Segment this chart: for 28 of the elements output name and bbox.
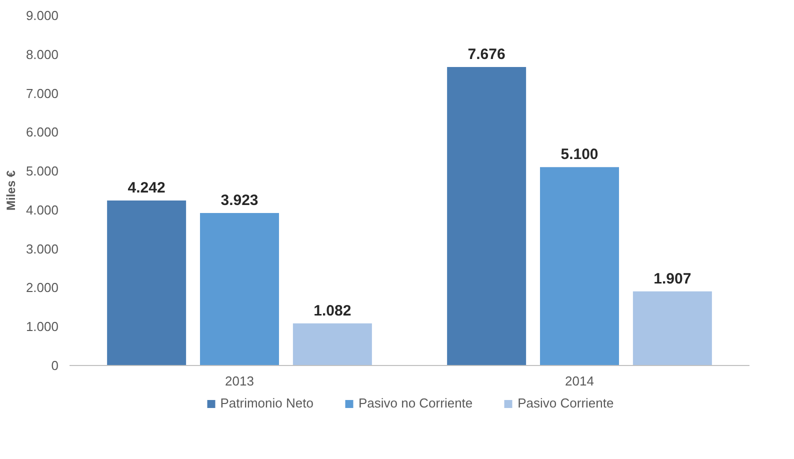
data-label: 1.907 (654, 270, 692, 288)
y-tick-label: 0 (51, 358, 59, 373)
y-tick-label: 1.000 (26, 319, 59, 334)
x-tick-label: 2013 (225, 374, 254, 388)
legend-label: Pasivo no Corriente (358, 396, 473, 410)
y-tick-label: 3.000 (26, 241, 59, 256)
data-label: 1.082 (314, 302, 352, 320)
y-tick-label: 6.000 (26, 124, 59, 140)
data-label: 3.923 (220, 192, 258, 209)
x-tick-label: 2014 (565, 374, 594, 388)
y-axis-title: Miles € (4, 170, 18, 211)
bar (107, 200, 186, 366)
y-tick-label: 2.000 (26, 280, 59, 296)
bar (540, 167, 619, 366)
y-tick-label: 9.000 (26, 8, 59, 23)
bar (292, 323, 372, 366)
legend-label: Patrimonio Neto (220, 396, 314, 410)
y-tick-label: 8.000 (26, 46, 59, 62)
data-label: 7.676 (468, 46, 506, 63)
legend-label: Pasivo Corriente (518, 396, 614, 410)
data-label: 5.100 (560, 146, 598, 164)
bar (200, 212, 279, 366)
bar (632, 291, 712, 366)
y-tick-label: 4.000 (26, 202, 59, 218)
bar (447, 66, 526, 366)
data-label: 4.242 (128, 180, 166, 197)
y-tick-label: 5.000 (26, 164, 59, 179)
y-tick-label: 7.000 (26, 86, 59, 101)
